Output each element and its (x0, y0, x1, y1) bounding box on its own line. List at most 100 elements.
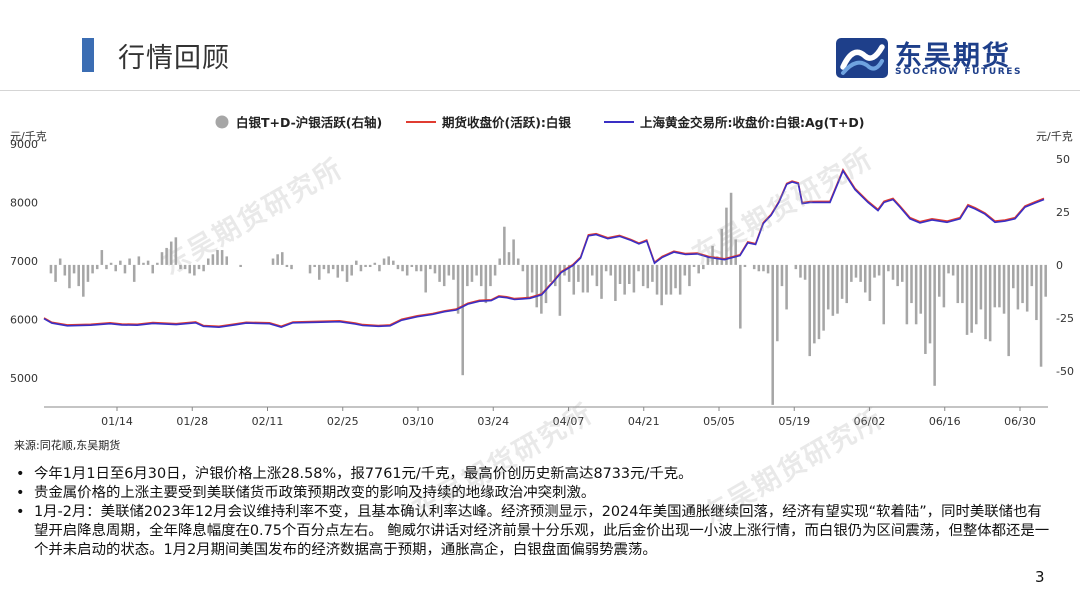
spread-bar (766, 264, 770, 274)
spread-bar (942, 264, 946, 308)
right-tick-label: 25 (1056, 206, 1070, 219)
spread-bar (845, 264, 848, 304)
spread-bar (646, 264, 650, 289)
right-tick-label: 50 (1056, 153, 1070, 166)
spread-bar (429, 264, 432, 270)
spread-bar (688, 264, 691, 287)
spread-bar (706, 256, 710, 265)
spread-bar (202, 264, 205, 272)
spread-bar (752, 264, 756, 270)
x-tick-label: 06/30 (1004, 415, 1036, 428)
spread-bar (308, 264, 312, 274)
spread-bar (1035, 264, 1038, 321)
spread-bar (387, 256, 390, 265)
chart-legend: 白银T+D-沪银活跃(右轴) 期货收盘价(活跃):白银 上海黄金交易所:收盘价:… (215, 115, 864, 130)
spread-bar (466, 264, 469, 287)
spread-bar (651, 264, 654, 282)
spread-bar (327, 264, 330, 274)
x-tick-label: 05/05 (703, 415, 735, 428)
spread-bar (132, 264, 136, 282)
spread-bar (868, 264, 872, 301)
spread-bar (290, 264, 293, 270)
spread-bar (105, 264, 108, 270)
spread-bar (1025, 264, 1029, 312)
spread-bar (503, 226, 506, 265)
spread-bar (780, 264, 784, 287)
spread-bar (526, 264, 529, 299)
spread-bar (637, 264, 640, 272)
spread-bar (456, 264, 460, 314)
spread-bar (1016, 264, 1020, 310)
right-tick-label: -25 (1056, 312, 1074, 325)
spread-bar (873, 264, 876, 278)
header: 行情回顾 东吴期货 SOOCHOW FUTURES (0, 0, 1080, 91)
spread-bar (817, 264, 821, 340)
spread-bar (193, 264, 196, 276)
spread-bar (794, 264, 798, 270)
spread-bar (711, 245, 714, 265)
spread-bar (72, 264, 76, 274)
spread-bar (165, 247, 168, 265)
spread-bar (68, 264, 71, 289)
spread-bar (660, 264, 663, 306)
spread-bar (276, 254, 279, 265)
spread-bar (1002, 264, 1006, 314)
spread-bar (58, 258, 62, 265)
spread-bar (628, 264, 631, 284)
spread-bar (618, 264, 622, 284)
spread-bar (549, 264, 552, 282)
spread-bar (822, 264, 825, 331)
legend-label-futures: 期货收盘价(活跃):白银 (442, 115, 571, 130)
spread-bar (799, 264, 802, 278)
spread-bar (183, 264, 187, 270)
spread-bar (1007, 264, 1010, 357)
spread-bar (220, 250, 224, 265)
spread-bar (970, 264, 973, 333)
spread-bar (771, 264, 774, 405)
right-axis-ticks: -50 -25 0 25 50 (1056, 153, 1074, 378)
spread-bar (933, 264, 936, 386)
spread-bar (392, 260, 395, 265)
spread-bar (891, 264, 895, 280)
spread-bar (359, 264, 363, 272)
spread-bar (350, 264, 353, 276)
spread-bar (373, 262, 377, 265)
spread-bar (313, 264, 316, 268)
spread-bar (697, 264, 700, 274)
spread-bar (614, 264, 617, 301)
spread-bar (924, 264, 927, 354)
spread-bar (938, 264, 941, 297)
spread-bar (850, 264, 853, 282)
spread-bar (863, 264, 867, 293)
spread-bar (535, 264, 539, 308)
spread-bar (988, 264, 992, 342)
spread-bar (540, 264, 543, 314)
spread-bar (961, 264, 964, 304)
spread-bar (998, 264, 1001, 308)
spread-bar (739, 264, 742, 329)
spread-bar (702, 264, 705, 270)
x-tick-label: 02/25 (327, 415, 359, 428)
spread-bar (877, 264, 881, 276)
spread-bar (600, 264, 603, 299)
spread-bar (100, 250, 104, 265)
left-tick-label: 8000 (10, 196, 38, 209)
spread-bar (197, 264, 201, 270)
left-axis-unit: 元/千克 (10, 130, 47, 143)
left-tick-label: 7000 (10, 255, 38, 268)
right-tick-label: 0 (1056, 259, 1063, 272)
spread-bar (900, 264, 904, 282)
spread-bar (336, 264, 340, 278)
spread-bar (63, 264, 67, 276)
spread-bar (1012, 264, 1015, 289)
spread-bar (590, 264, 594, 276)
spread-bar (914, 264, 918, 325)
spread-bar (77, 264, 80, 287)
spread-bar (979, 264, 983, 310)
spread-bar (826, 264, 830, 310)
spread-bar (54, 264, 57, 282)
spread-bar (239, 264, 242, 268)
spread-bar (785, 264, 788, 310)
spread-bar (743, 264, 747, 268)
spread-bar (572, 264, 576, 295)
